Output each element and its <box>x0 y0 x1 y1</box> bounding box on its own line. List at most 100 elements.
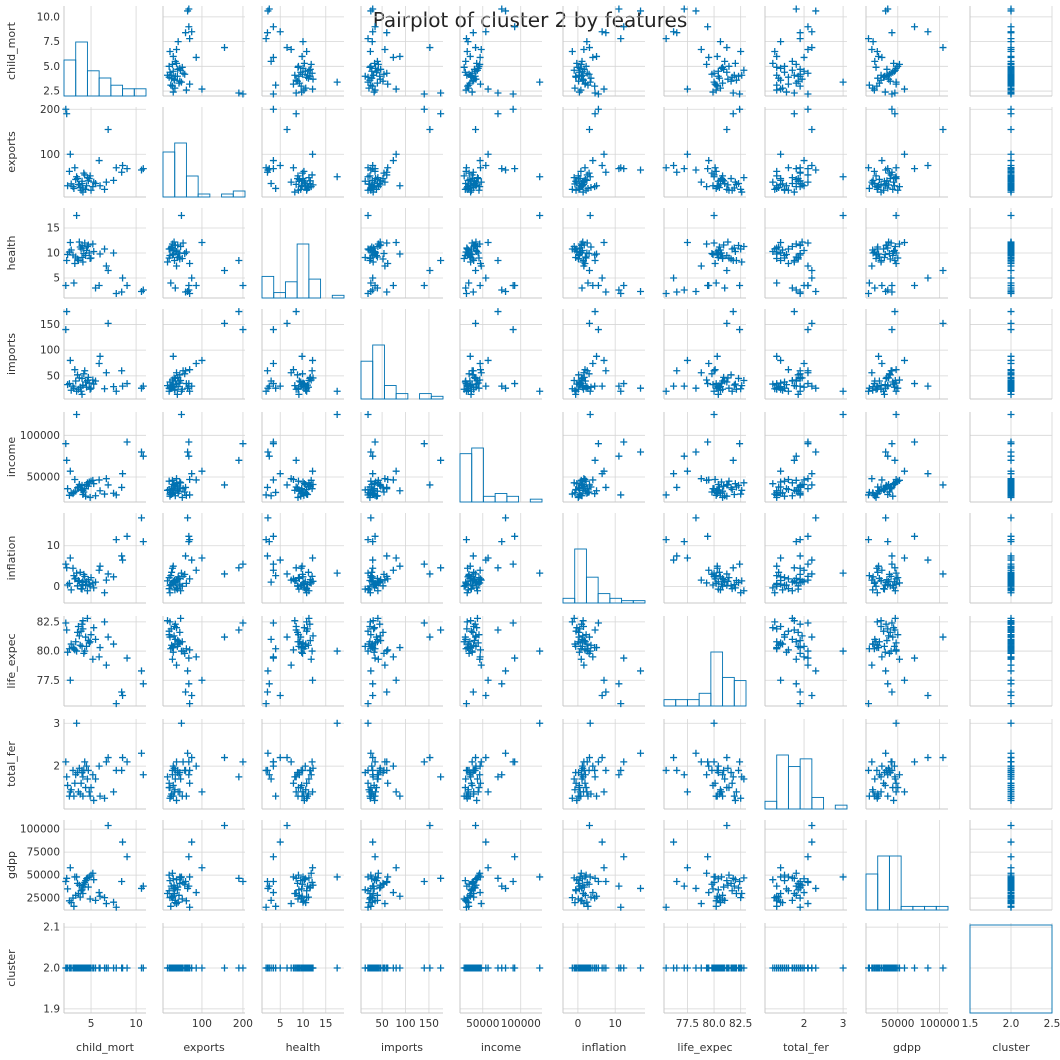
scatter-point <box>888 552 896 560</box>
hist-bar <box>632 600 646 604</box>
scatter-point <box>574 255 582 262</box>
scatter-point <box>878 282 886 289</box>
gridlines <box>90 6 137 96</box>
scatter-point <box>472 267 480 274</box>
scatter-point <box>911 532 919 540</box>
scatter-point <box>509 619 517 627</box>
scatter-point <box>469 29 477 37</box>
scatter-point <box>463 625 471 633</box>
scatter-point <box>662 387 670 395</box>
scatter-point <box>662 164 670 172</box>
scatter-point <box>777 239 785 246</box>
scatter-point <box>306 177 314 185</box>
scatter-point <box>368 489 376 497</box>
scatter-point <box>389 566 397 574</box>
scatter-point <box>775 243 783 251</box>
scatter-point <box>221 319 228 327</box>
scatter-point <box>64 648 72 656</box>
scatter-point <box>477 369 485 377</box>
scatter-point <box>366 638 374 646</box>
scatter-point <box>267 180 275 187</box>
scatter-point <box>781 631 789 639</box>
scatter-point <box>371 853 379 861</box>
scatter-point <box>309 75 317 83</box>
scatter-point <box>462 700 470 708</box>
scatter-point <box>283 319 291 327</box>
scatter-point <box>174 383 182 391</box>
gridlines <box>64 412 146 502</box>
hist-bar <box>733 680 747 707</box>
scatter-point <box>292 76 300 84</box>
scatter-point <box>369 452 377 460</box>
scatter-point <box>911 758 919 766</box>
panel-cluster-vs-health: 5 10 15 <box>261 923 344 1030</box>
scatter-point <box>426 481 434 489</box>
scatter-point <box>790 89 798 97</box>
scatter-point <box>384 779 392 787</box>
scatter-point <box>773 902 781 910</box>
scatter-point <box>790 617 798 625</box>
scatter-point <box>804 69 812 77</box>
scatter-point <box>389 157 397 165</box>
scatter-point <box>716 249 724 257</box>
scatter-point <box>381 576 389 584</box>
hist-bar <box>799 758 813 810</box>
panel-life_expec-vs-health <box>261 614 344 708</box>
scatter-point <box>477 575 484 583</box>
scatter-point <box>775 74 783 82</box>
scatter-point <box>78 620 86 628</box>
scatter-point <box>683 788 691 796</box>
scatter-point <box>673 367 681 375</box>
scatter-point <box>719 255 727 262</box>
scatter-point <box>333 569 341 577</box>
panel-life_expec-vs-cluster <box>969 614 1053 708</box>
scatter-point <box>579 188 587 196</box>
scatter-point <box>895 579 903 587</box>
scatter-point <box>299 370 307 378</box>
scatter-point <box>511 654 519 662</box>
hist-bar <box>419 393 432 400</box>
scatter-point <box>396 52 404 60</box>
scatter-point <box>710 239 718 247</box>
scatter-point <box>568 47 576 55</box>
scatter-point <box>865 536 873 544</box>
hist-bar <box>221 193 234 198</box>
scatter-point <box>96 487 104 495</box>
scatter-point <box>276 838 284 846</box>
gridlines <box>361 412 443 502</box>
scatter-point <box>692 448 700 456</box>
scatter-point <box>894 186 902 194</box>
scatter-point <box>773 644 781 652</box>
y-tick-label: 5 <box>53 273 60 285</box>
scatter-point <box>462 536 470 544</box>
scatter-point <box>482 691 490 699</box>
scatter-point <box>462 284 470 292</box>
scatter-point <box>895 655 903 663</box>
scatter-point <box>794 585 802 593</box>
scatter-point <box>78 254 86 261</box>
scatter-point <box>714 254 722 261</box>
scatter-point <box>174 573 182 581</box>
y-tick-label: 100 <box>40 149 60 161</box>
scatter-point <box>875 52 883 60</box>
scatter-point <box>784 245 792 253</box>
scatter-point <box>173 486 181 494</box>
scatter-point <box>171 84 179 92</box>
scatter-point <box>697 46 705 54</box>
scatter-point <box>697 900 705 908</box>
scatter-point <box>812 964 820 972</box>
scatter-point <box>67 246 75 254</box>
scatter-point <box>371 624 379 632</box>
panel-gdpp-vs-gdpp <box>865 820 949 911</box>
scatter-point <box>568 185 576 193</box>
scatter-point <box>171 284 179 292</box>
scatter-point <box>704 380 712 388</box>
scatter-point <box>73 719 81 727</box>
scatter-point <box>64 781 72 789</box>
panel-imports-vs-inflation <box>562 308 645 400</box>
panel-gdpp-vs-health <box>261 820 344 911</box>
scatter-point <box>773 352 781 360</box>
scatter-point <box>276 556 284 564</box>
scatter-point <box>771 589 779 597</box>
